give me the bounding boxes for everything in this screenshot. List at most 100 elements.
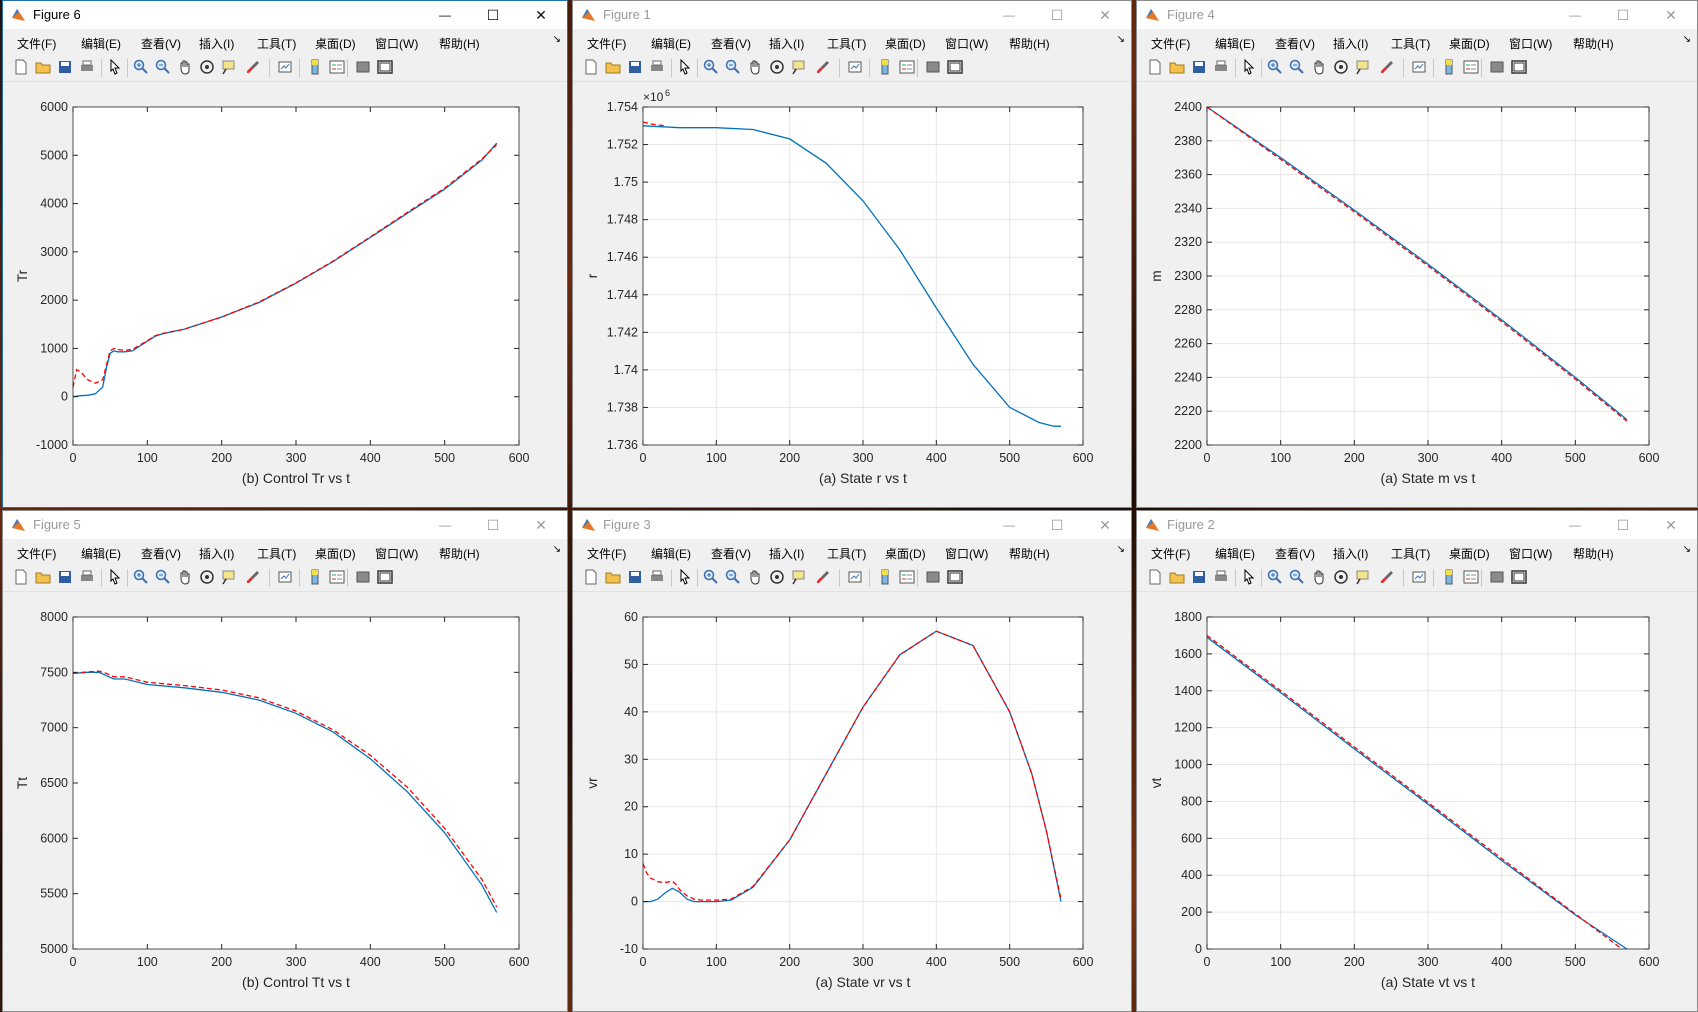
menu-item[interactable]: 窗口(W) — [375, 547, 419, 561]
close-button[interactable]: ✕ — [535, 517, 547, 533]
title-bar[interactable]: Figure 3 — ☐ ✕ — [573, 511, 1131, 539]
menu-overflow-icon[interactable]: ↘ — [1682, 34, 1691, 45]
new-figure-icon[interactable] — [583, 569, 599, 585]
menu-item[interactable]: 插入(I) — [1333, 37, 1369, 51]
menu-item[interactable]: 工具(T) — [257, 547, 297, 561]
save-icon[interactable] — [57, 59, 73, 75]
print-icon[interactable] — [79, 569, 95, 585]
menu-item[interactable]: 桌面(D) — [315, 547, 356, 561]
menu-item[interactable]: 桌面(D) — [1449, 37, 1490, 51]
maximize-button[interactable]: ☐ — [1050, 7, 1064, 23]
menu-item[interactable]: 帮助(H) — [1009, 37, 1050, 51]
zoom-in-icon[interactable] — [703, 59, 719, 75]
legend-icon[interactable] — [329, 569, 345, 585]
brush-icon[interactable] — [245, 569, 261, 585]
figure-window-fig4[interactable]: Figure 4 — ☐ ✕ 文件(F) 编辑(E) 查看(V) 插入(I) 工具(T) 桌面(D… — [1136, 0, 1698, 508]
new-figure-icon[interactable] — [583, 59, 599, 75]
menu-overflow-icon[interactable]: ↘ — [552, 544, 561, 555]
hide-plot-tools-icon[interactable] — [925, 59, 941, 75]
minimize-button[interactable]: — — [1003, 518, 1015, 532]
legend-icon[interactable] — [899, 569, 915, 585]
open-file-icon[interactable] — [35, 569, 51, 585]
zoom-out-icon[interactable] — [155, 569, 171, 585]
figure-window-fig1[interactable]: Figure 1 — ☐ ✕ 文件(F) 编辑(E) 查看(V) 插入(I) 工具(T) 桌面(D… — [572, 0, 1132, 508]
menu-item[interactable]: 查看(V) — [141, 547, 181, 561]
save-icon[interactable] — [1191, 569, 1207, 585]
menu-item[interactable]: 编辑(E) — [81, 37, 121, 51]
link-plot-icon[interactable] — [277, 59, 293, 75]
zoom-out-icon[interactable] — [1289, 569, 1305, 585]
print-icon[interactable] — [79, 59, 95, 75]
pan-icon[interactable] — [1311, 59, 1327, 75]
colorbar-icon[interactable] — [877, 59, 893, 75]
link-plot-icon[interactable] — [1411, 569, 1427, 585]
pointer-icon[interactable] — [1241, 59, 1257, 75]
menu-item[interactable]: 工具(T) — [827, 547, 867, 561]
brush-icon[interactable] — [815, 59, 831, 75]
pan-icon[interactable] — [177, 59, 193, 75]
menu-item[interactable]: 桌面(D) — [885, 37, 926, 51]
new-figure-icon[interactable] — [1147, 59, 1163, 75]
maximize-button[interactable]: ☐ — [1616, 7, 1630, 23]
show-plot-tools-icon[interactable] — [1511, 59, 1527, 75]
axes[interactable]: 0 100 200 300 400 500 600 5000 5500 6000 6500 7000 7… — [3, 593, 567, 1011]
figure-canvas[interactable]: 0 100 200 300 400 500 600 -10 0 10 20 30 40 50 60 vr (a)… — [573, 593, 1131, 1011]
menu-item[interactable]: 窗口(W) — [1509, 547, 1553, 561]
menu-item[interactable]: 窗口(W) — [1509, 37, 1553, 51]
print-icon[interactable] — [649, 59, 665, 75]
minimize-button[interactable]: — — [1569, 518, 1581, 532]
pan-icon[interactable] — [747, 59, 763, 75]
figure-window-fig3[interactable]: Figure 3 — ☐ ✕ 文件(F) 编辑(E) 查看(V) 插入(I) 工具(T) 桌面(D… — [572, 510, 1132, 1012]
figure-canvas[interactable]: 0 100 200 300 400 500 600 -1000 0 1000 2000 3000 400… — [3, 83, 567, 507]
pointer-icon[interactable] — [107, 569, 123, 585]
brush-icon[interactable] — [1379, 59, 1395, 75]
menu-item[interactable]: 窗口(W) — [945, 547, 989, 561]
minimize-button[interactable]: — — [1569, 8, 1581, 22]
pointer-icon[interactable] — [1241, 569, 1257, 585]
rotate-3d-icon[interactable] — [769, 59, 785, 75]
open-file-icon[interactable] — [35, 59, 51, 75]
menu-item[interactable]: 帮助(H) — [439, 547, 480, 561]
minimize-button[interactable]: — — [1003, 8, 1015, 22]
menu-overflow-icon[interactable]: ↘ — [1116, 544, 1125, 555]
menu-item[interactable]: 文件(F) — [1151, 37, 1191, 51]
zoom-in-icon[interactable] — [133, 59, 149, 75]
menu-item[interactable]: 工具(T) — [1391, 37, 1431, 51]
maximize-button[interactable]: ☐ — [1616, 517, 1630, 533]
menu-item[interactable]: 桌面(D) — [315, 37, 356, 51]
rotate-3d-icon[interactable] — [199, 59, 215, 75]
zoom-out-icon[interactable] — [725, 59, 741, 75]
figure-window-fig5[interactable]: Figure 5 — ☐ ✕ 文件(F) 编辑(E) 查看(V) 插入(I) 工具(T) 桌面(D… — [2, 510, 568, 1012]
menu-overflow-icon[interactable]: ↘ — [1116, 34, 1125, 45]
title-bar[interactable]: Figure 4 — ☐ ✕ — [1137, 1, 1697, 29]
title-bar[interactable]: Figure 5 — ☐ ✕ — [3, 511, 567, 539]
close-button[interactable]: ✕ — [1665, 7, 1677, 23]
colorbar-icon[interactable] — [307, 59, 323, 75]
menu-item[interactable]: 查看(V) — [141, 37, 181, 51]
colorbar-icon[interactable] — [1441, 569, 1457, 585]
colorbar-icon[interactable] — [877, 569, 893, 585]
open-file-icon[interactable] — [1169, 569, 1185, 585]
show-plot-tools-icon[interactable] — [1511, 569, 1527, 585]
hide-plot-tools-icon[interactable] — [925, 569, 941, 585]
link-plot-icon[interactable] — [277, 569, 293, 585]
menu-item[interactable]: 编辑(E) — [1215, 37, 1255, 51]
zoom-in-icon[interactable] — [1267, 59, 1283, 75]
menu-item[interactable]: 插入(I) — [769, 547, 805, 561]
print-icon[interactable] — [1213, 569, 1229, 585]
pointer-icon[interactable] — [677, 569, 693, 585]
print-icon[interactable] — [649, 569, 665, 585]
menu-item[interactable]: 文件(F) — [587, 547, 627, 561]
menu-item[interactable]: 工具(T) — [1391, 547, 1431, 561]
save-icon[interactable] — [57, 569, 73, 585]
maximize-button[interactable]: ☐ — [486, 7, 500, 23]
menu-item[interactable]: 工具(T) — [827, 37, 867, 51]
menu-item[interactable]: 查看(V) — [1275, 547, 1315, 561]
data-cursor-icon[interactable] — [1355, 569, 1371, 585]
open-file-icon[interactable] — [605, 569, 621, 585]
close-button[interactable]: ✕ — [1665, 517, 1677, 533]
menu-item[interactable]: 窗口(W) — [945, 37, 989, 51]
data-cursor-icon[interactable] — [1355, 59, 1371, 75]
rotate-3d-icon[interactable] — [769, 569, 785, 585]
zoom-in-icon[interactable] — [703, 569, 719, 585]
